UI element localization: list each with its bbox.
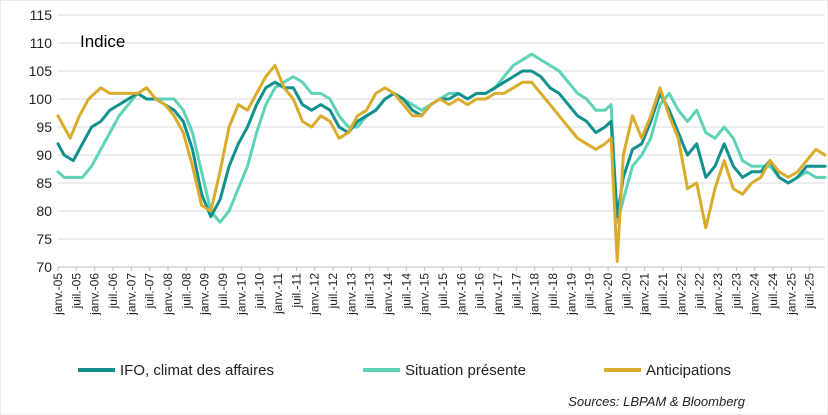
x-tick-label: juil.-15 — [436, 273, 450, 310]
legend-label-ifo: IFO, climat des affaires — [120, 362, 274, 379]
y-tick-label: 85 — [36, 175, 52, 191]
y-tick-label: 115 — [30, 7, 53, 23]
series-line-1 — [56, 52, 827, 224]
x-tick-label: juil.-20 — [619, 273, 633, 310]
legend: IFO, climat des affaires Situation prése… — [78, 362, 731, 379]
x-tick-label: juil.-14 — [399, 273, 413, 310]
y-axis-label: Indice — [80, 32, 125, 51]
x-tick-label: juil.-11 — [289, 273, 303, 309]
y-tick-label: 70 — [36, 259, 52, 275]
x-tick-label: juil.-24 — [766, 273, 780, 310]
x-tick-label: janv.-17 — [491, 273, 505, 316]
x-tick-label: janv.-07 — [124, 273, 138, 316]
x-tick-label: janv.-25 — [784, 273, 798, 316]
x-tick-label: juil.-16 — [473, 273, 487, 310]
x-tick-label: juil.-21 — [656, 273, 670, 310]
x-tick-label: janv.-06 — [88, 273, 102, 316]
x-tick-label: juil.-13 — [363, 273, 377, 310]
x-tick-label: janv.-14 — [381, 273, 395, 316]
x-tick-label: juil.-08 — [179, 273, 193, 310]
x-tick-label: juil.-09 — [216, 273, 230, 310]
x-tick-label: juil.-18 — [546, 273, 560, 310]
x-tick-label: janv.-10 — [234, 273, 248, 316]
y-tick-label: 75 — [36, 231, 52, 247]
legend-label-anticipations: Anticipations — [646, 362, 731, 379]
y-tick-label: 80 — [36, 203, 52, 219]
y-tick-label: 110 — [30, 35, 53, 51]
legend-label-situation: Situation présente — [405, 362, 526, 379]
source-note: Sources: LBPAM & Bloomberg — [568, 394, 746, 409]
x-tick-label: janv.-05 — [51, 273, 65, 316]
x-tick-label: juil.-06 — [106, 273, 120, 310]
x-tick-label: janv.-19 — [564, 273, 578, 316]
x-tick-label: janv.-20 — [601, 273, 615, 316]
x-tick-label: janv.-13 — [344, 273, 358, 316]
x-tick-label: janv.-09 — [198, 273, 212, 316]
x-tick-label: juil.-22 — [693, 273, 707, 310]
x-tick-label: janv.-15 — [418, 273, 432, 316]
series-layer — [56, 52, 827, 263]
series-line-2 — [56, 63, 827, 263]
x-tick-label: juil.-23 — [729, 273, 743, 310]
x-tick-label: juil.-07 — [143, 273, 157, 310]
x-tick-label: juil.-05 — [69, 273, 83, 310]
x-tick-label: janv.-11 — [271, 273, 285, 315]
x-tick-label: juil.-19 — [583, 273, 597, 310]
x-tick-label: juil.-25 — [803, 273, 817, 310]
x-tick-label: juil.-12 — [326, 273, 340, 310]
x-tick-label: juil.-17 — [509, 273, 523, 310]
x-tick-label: janv.-08 — [161, 273, 175, 316]
y-tick-label: 95 — [36, 119, 52, 135]
x-tick-label: juil.-10 — [253, 273, 267, 310]
x-tick-label: janv.-16 — [454, 273, 468, 316]
y-tick-label: 105 — [29, 63, 53, 79]
axis-layer: 70 75 80 85 90 95 100 105 110 115 janv.-05 juil.-05… — [29, 7, 825, 316]
y-tick-label: 90 — [36, 147, 52, 163]
series-line-0 — [56, 69, 827, 219]
x-tick-label: janv.-18 — [528, 273, 542, 316]
x-tick-label: janv.-12 — [308, 273, 322, 316]
x-tick-label: janv.-24 — [748, 273, 762, 316]
x-tick-label: janv.-23 — [711, 273, 725, 316]
x-tick-label: janv.-22 — [674, 273, 688, 316]
x-tick-label: janv.-21 — [638, 273, 652, 316]
y-tick-label: 100 — [29, 91, 53, 107]
